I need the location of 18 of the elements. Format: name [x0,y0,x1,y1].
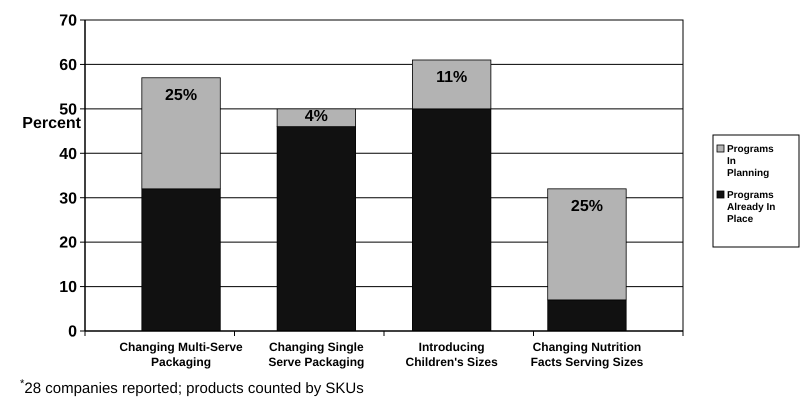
x-tick-label: Changing Nutrition Facts Serving Sizes [530,340,644,369]
y-tick-label: 20 [59,234,78,252]
legend-label: Programs In Planning [727,144,774,179]
data-label: 25% [165,86,198,104]
legend-label: Programs Already In Place [727,190,776,225]
data-label: 25% [570,198,603,215]
y-tick-label: 40 [59,146,78,163]
y-tick-label: 0 [68,324,78,341]
x-tick-label: Introducing Children's Sizes [406,340,498,369]
y-tick-label: 10 [59,279,78,296]
y-tick-label: 70 [59,12,78,30]
text: $^{*}$28 companies reported; products counted by SKUs [20,378,364,397]
x-tick-label: Changing Multi-Serve Packaging [119,340,244,369]
data-label: 11% [436,68,468,86]
x-tick-label: Changing Single Serve Packaging [268,340,364,369]
y-tick-label: 30 [59,190,78,208]
y-tick-label: 60 [59,57,78,74]
data-label: 4% [304,108,328,125]
